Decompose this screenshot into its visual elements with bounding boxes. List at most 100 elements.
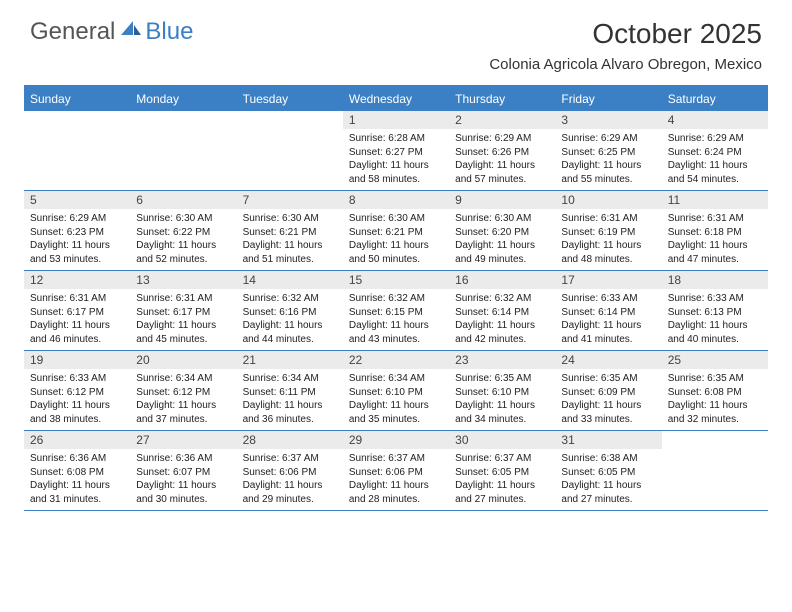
calendar-cell: 20Sunrise: 6:34 AMSunset: 6:12 PMDayligh…	[130, 351, 236, 430]
cell-body: Sunrise: 6:32 AMSunset: 6:15 PMDaylight:…	[343, 289, 449, 350]
cell-body: Sunrise: 6:30 AMSunset: 6:21 PMDaylight:…	[343, 209, 449, 270]
cell-body: Sunrise: 6:31 AMSunset: 6:17 PMDaylight:…	[130, 289, 236, 350]
calendar-cell: 29Sunrise: 6:37 AMSunset: 6:06 PMDayligh…	[343, 431, 449, 510]
calendar-cell: 12Sunrise: 6:31 AMSunset: 6:17 PMDayligh…	[24, 271, 130, 350]
date-number: 4	[662, 111, 768, 129]
calendar: SundayMondayTuesdayWednesdayThursdayFrid…	[24, 85, 768, 511]
cell-body: Sunrise: 6:32 AMSunset: 6:16 PMDaylight:…	[237, 289, 343, 350]
cell-body: Sunrise: 6:36 AMSunset: 6:07 PMDaylight:…	[130, 449, 236, 510]
calendar-cell: 1Sunrise: 6:28 AMSunset: 6:27 PMDaylight…	[343, 111, 449, 190]
cell-body: Sunrise: 6:30 AMSunset: 6:20 PMDaylight:…	[449, 209, 555, 270]
calendar-cell: 14Sunrise: 6:32 AMSunset: 6:16 PMDayligh…	[237, 271, 343, 350]
calendar-cell: 31Sunrise: 6:38 AMSunset: 6:05 PMDayligh…	[555, 431, 661, 510]
calendar-cell: 22Sunrise: 6:34 AMSunset: 6:10 PMDayligh…	[343, 351, 449, 430]
day-header-cell: Saturday	[662, 87, 768, 111]
calendar-cell: 11Sunrise: 6:31 AMSunset: 6:18 PMDayligh…	[662, 191, 768, 270]
cell-body: Sunrise: 6:29 AMSunset: 6:23 PMDaylight:…	[24, 209, 130, 270]
date-number: 12	[24, 271, 130, 289]
date-number: 5	[24, 191, 130, 209]
date-number: 11	[662, 191, 768, 209]
calendar-cell: 4Sunrise: 6:29 AMSunset: 6:24 PMDaylight…	[662, 111, 768, 190]
logo-text-general: General	[30, 18, 115, 46]
calendar-cell	[24, 111, 130, 190]
date-number: 15	[343, 271, 449, 289]
week-row: 26Sunrise: 6:36 AMSunset: 6:08 PMDayligh…	[24, 431, 768, 511]
week-row: 5Sunrise: 6:29 AMSunset: 6:23 PMDaylight…	[24, 191, 768, 271]
logo-sail-icon	[119, 19, 143, 37]
calendar-cell: 25Sunrise: 6:35 AMSunset: 6:08 PMDayligh…	[662, 351, 768, 430]
calendar-cell: 26Sunrise: 6:36 AMSunset: 6:08 PMDayligh…	[24, 431, 130, 510]
cell-body: Sunrise: 6:37 AMSunset: 6:05 PMDaylight:…	[449, 449, 555, 510]
date-number: 29	[343, 431, 449, 449]
date-number: 17	[555, 271, 661, 289]
date-number: 18	[662, 271, 768, 289]
date-number: 1	[343, 111, 449, 129]
calendar-cell: 9Sunrise: 6:30 AMSunset: 6:20 PMDaylight…	[449, 191, 555, 270]
calendar-cell: 6Sunrise: 6:30 AMSunset: 6:22 PMDaylight…	[130, 191, 236, 270]
cell-body: Sunrise: 6:28 AMSunset: 6:27 PMDaylight:…	[343, 129, 449, 190]
date-number	[237, 111, 343, 129]
location: Colonia Agricola Alvaro Obregon, Mexico	[489, 56, 762, 73]
calendar-cell: 24Sunrise: 6:35 AMSunset: 6:09 PMDayligh…	[555, 351, 661, 430]
cell-body: Sunrise: 6:36 AMSunset: 6:08 PMDaylight:…	[24, 449, 130, 510]
calendar-cell: 13Sunrise: 6:31 AMSunset: 6:17 PMDayligh…	[130, 271, 236, 350]
cell-body: Sunrise: 6:35 AMSunset: 6:10 PMDaylight:…	[449, 369, 555, 430]
cell-body: Sunrise: 6:33 AMSunset: 6:12 PMDaylight:…	[24, 369, 130, 430]
cell-body: Sunrise: 6:33 AMSunset: 6:14 PMDaylight:…	[555, 289, 661, 350]
calendar-cell: 21Sunrise: 6:34 AMSunset: 6:11 PMDayligh…	[237, 351, 343, 430]
calendar-cell: 2Sunrise: 6:29 AMSunset: 6:26 PMDaylight…	[449, 111, 555, 190]
date-number: 23	[449, 351, 555, 369]
date-number: 3	[555, 111, 661, 129]
date-number	[662, 431, 768, 449]
calendar-cell: 5Sunrise: 6:29 AMSunset: 6:23 PMDaylight…	[24, 191, 130, 270]
date-number: 8	[343, 191, 449, 209]
day-header-cell: Tuesday	[237, 87, 343, 111]
month-title: October 2025	[489, 18, 762, 50]
calendar-cell	[662, 431, 768, 510]
calendar-cell	[237, 111, 343, 190]
date-number: 9	[449, 191, 555, 209]
date-number	[130, 111, 236, 129]
date-number: 26	[24, 431, 130, 449]
calendar-cell: 23Sunrise: 6:35 AMSunset: 6:10 PMDayligh…	[449, 351, 555, 430]
calendar-cell: 8Sunrise: 6:30 AMSunset: 6:21 PMDaylight…	[343, 191, 449, 270]
calendar-cell: 3Sunrise: 6:29 AMSunset: 6:25 PMDaylight…	[555, 111, 661, 190]
calendar-cell: 7Sunrise: 6:30 AMSunset: 6:21 PMDaylight…	[237, 191, 343, 270]
date-number: 10	[555, 191, 661, 209]
day-header-cell: Monday	[130, 87, 236, 111]
cell-body: Sunrise: 6:35 AMSunset: 6:09 PMDaylight:…	[555, 369, 661, 430]
day-header-row: SundayMondayTuesdayWednesdayThursdayFrid…	[24, 87, 768, 111]
date-number: 13	[130, 271, 236, 289]
cell-body: Sunrise: 6:37 AMSunset: 6:06 PMDaylight:…	[343, 449, 449, 510]
cell-body: Sunrise: 6:38 AMSunset: 6:05 PMDaylight:…	[555, 449, 661, 510]
logo-text-blue: Blue	[145, 18, 193, 46]
cell-body: Sunrise: 6:30 AMSunset: 6:21 PMDaylight:…	[237, 209, 343, 270]
calendar-cell: 30Sunrise: 6:37 AMSunset: 6:05 PMDayligh…	[449, 431, 555, 510]
date-number: 22	[343, 351, 449, 369]
calendar-cell: 17Sunrise: 6:33 AMSunset: 6:14 PMDayligh…	[555, 271, 661, 350]
week-row: 1Sunrise: 6:28 AMSunset: 6:27 PMDaylight…	[24, 111, 768, 191]
date-number	[24, 111, 130, 129]
header: General Blue October 2025 Colonia Agrico…	[0, 0, 792, 77]
week-row: 19Sunrise: 6:33 AMSunset: 6:12 PMDayligh…	[24, 351, 768, 431]
calendar-cell: 27Sunrise: 6:36 AMSunset: 6:07 PMDayligh…	[130, 431, 236, 510]
date-number: 28	[237, 431, 343, 449]
cell-body: Sunrise: 6:29 AMSunset: 6:24 PMDaylight:…	[662, 129, 768, 190]
cell-body: Sunrise: 6:34 AMSunset: 6:10 PMDaylight:…	[343, 369, 449, 430]
cell-body: Sunrise: 6:33 AMSunset: 6:13 PMDaylight:…	[662, 289, 768, 350]
calendar-cell: 10Sunrise: 6:31 AMSunset: 6:19 PMDayligh…	[555, 191, 661, 270]
date-number: 2	[449, 111, 555, 129]
day-header-cell: Wednesday	[343, 87, 449, 111]
date-number: 24	[555, 351, 661, 369]
cell-body: Sunrise: 6:34 AMSunset: 6:11 PMDaylight:…	[237, 369, 343, 430]
date-number: 21	[237, 351, 343, 369]
cell-body: Sunrise: 6:32 AMSunset: 6:14 PMDaylight:…	[449, 289, 555, 350]
title-block: October 2025 Colonia Agricola Alvaro Obr…	[489, 18, 762, 73]
date-number: 7	[237, 191, 343, 209]
date-number: 19	[24, 351, 130, 369]
calendar-cell: 16Sunrise: 6:32 AMSunset: 6:14 PMDayligh…	[449, 271, 555, 350]
date-number: 6	[130, 191, 236, 209]
calendar-cell: 18Sunrise: 6:33 AMSunset: 6:13 PMDayligh…	[662, 271, 768, 350]
logo: General Blue	[30, 18, 193, 46]
cell-body: Sunrise: 6:30 AMSunset: 6:22 PMDaylight:…	[130, 209, 236, 270]
